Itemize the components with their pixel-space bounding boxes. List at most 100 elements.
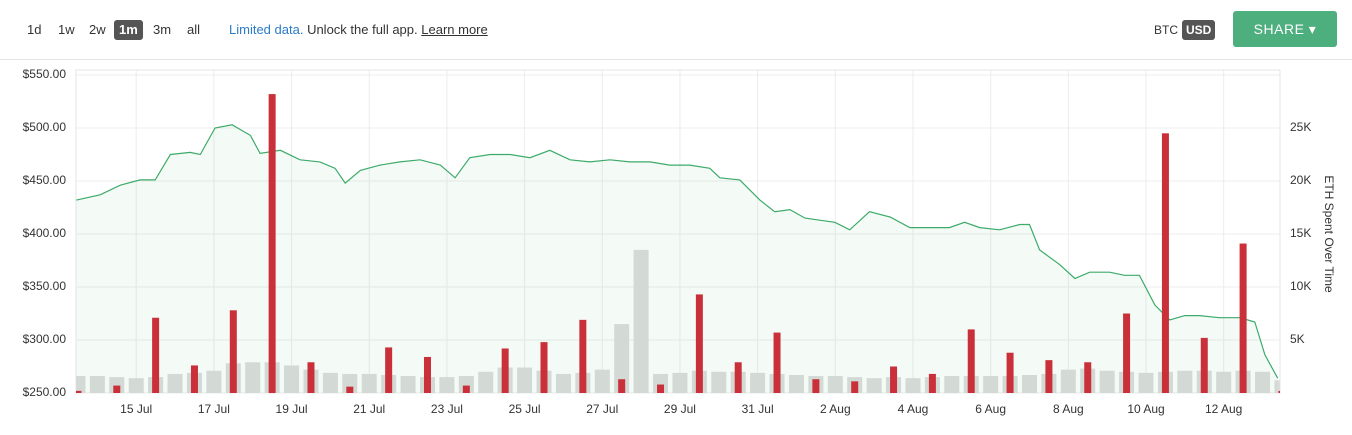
toolbar: Limited data. Unlock the full app. Learn…: [0, 0, 1352, 60]
caret: ▾: [1308, 21, 1317, 37]
bar: [385, 347, 393, 393]
bar: [400, 376, 416, 393]
bar: [361, 373, 377, 393]
bar: [1123, 313, 1131, 393]
chart: $250.00 $300.00 $350.00 $400.00 $450.00 $500.…: [23, 67, 1336, 416]
bar: [76, 376, 86, 393]
bar: [695, 294, 703, 393]
bar: [1216, 371, 1232, 393]
y2-tick-label: 5K: [1290, 332, 1305, 346]
bar: [1060, 369, 1076, 393]
bar: [1255, 371, 1271, 393]
bar: [1084, 362, 1092, 393]
x-tick-label: 31 Jul: [742, 402, 774, 416]
bar: [346, 386, 354, 393]
bar: [462, 385, 470, 393]
bar: [76, 390, 82, 393]
bar: [245, 362, 261, 393]
x-tick-label: 23 Jul: [431, 402, 463, 416]
bar: [967, 329, 975, 393]
y-tick-label: $300.00: [23, 332, 67, 346]
bar: [501, 348, 509, 393]
bar: [478, 371, 494, 393]
bar: [944, 376, 960, 393]
bar: [1239, 243, 1247, 393]
bar: [423, 356, 431, 393]
range-button[interactable]: 1d: [27, 22, 42, 37]
range-button[interactable]: 3m: [153, 22, 172, 37]
bar: [983, 376, 999, 393]
bar: [128, 378, 144, 393]
bar: [866, 378, 882, 393]
bar: [812, 379, 820, 393]
y2-axis-label: ETH Spent Over Time: [1322, 175, 1336, 293]
bar: [458, 376, 474, 393]
bar: [268, 94, 276, 393]
bar: [1278, 390, 1280, 393]
notice-text: Unlock the full app.: [307, 22, 418, 37]
bar: [555, 373, 571, 393]
x-tick-label: 17 Jul: [198, 402, 230, 416]
share-label: SHARE: [1253, 21, 1305, 37]
bar: [657, 384, 665, 393]
bar: [827, 376, 843, 393]
bar: [322, 372, 338, 393]
bar: [540, 342, 548, 393]
bar: [1177, 370, 1193, 393]
x-tick-label: 10 Aug: [1127, 402, 1164, 416]
bar: [152, 317, 160, 393]
y-tick-label: $250.00: [23, 385, 67, 399]
bar: [618, 379, 626, 393]
y-tick-label: $450.00: [23, 173, 67, 187]
x-tick-label: 19 Jul: [276, 402, 308, 416]
bar: [928, 373, 936, 393]
bar: [284, 365, 300, 393]
bar: [167, 373, 183, 393]
bar: [342, 373, 358, 393]
x-tick-label: 15 Jul: [120, 402, 152, 416]
bar: [890, 366, 898, 393]
bar: [750, 372, 766, 393]
x-tick-label: 25 Jul: [509, 402, 541, 416]
range-button[interactable]: all: [187, 22, 201, 37]
bar: [734, 362, 742, 393]
learn-more-link[interactable]: Learn more: [421, 22, 488, 37]
plot-background: [75, 69, 1281, 394]
range-button[interactable]: 2w: [89, 22, 106, 37]
x-tick-label: 29 Jul: [664, 402, 696, 416]
bar: [788, 374, 804, 393]
bar: [905, 378, 921, 393]
bar: [1161, 133, 1169, 393]
bar: [594, 369, 610, 393]
x-tick-label: 27 Jul: [586, 402, 618, 416]
bar: [1138, 372, 1154, 393]
y-tick-label: $400.00: [23, 226, 67, 240]
currency-toggle[interactable]: BTC: [1154, 23, 1178, 37]
bar: [579, 319, 587, 393]
bar: [517, 367, 533, 393]
bar: [1274, 380, 1280, 393]
y2-tick-label: 25K: [1290, 120, 1311, 134]
currency-toggle[interactable]: USD: [1182, 20, 1216, 40]
bar: [851, 381, 859, 393]
range-button[interactable]: 1w: [58, 22, 75, 37]
bar: [229, 310, 237, 393]
bar: [711, 371, 727, 393]
bar: [89, 376, 105, 393]
bar: [190, 365, 198, 393]
bar: [1045, 360, 1053, 393]
x-tick-label: 2 Aug: [820, 402, 851, 416]
notice: Limited data. Unlock the full app. Learn…: [229, 22, 488, 37]
bar: [1099, 370, 1115, 393]
bar: [1006, 352, 1014, 393]
bar: [1021, 374, 1037, 393]
bar: [614, 324, 630, 393]
bar: [773, 332, 781, 393]
range-button[interactable]: 1m: [114, 20, 143, 40]
share-button[interactable]: SHARE ▾: [1233, 11, 1337, 47]
y-tick-label: $350.00: [23, 279, 67, 293]
x-tick-label: 21 Jul: [353, 402, 385, 416]
bar: [113, 385, 121, 393]
bar: [633, 249, 649, 393]
x-tick-label: 8 Aug: [1053, 402, 1084, 416]
